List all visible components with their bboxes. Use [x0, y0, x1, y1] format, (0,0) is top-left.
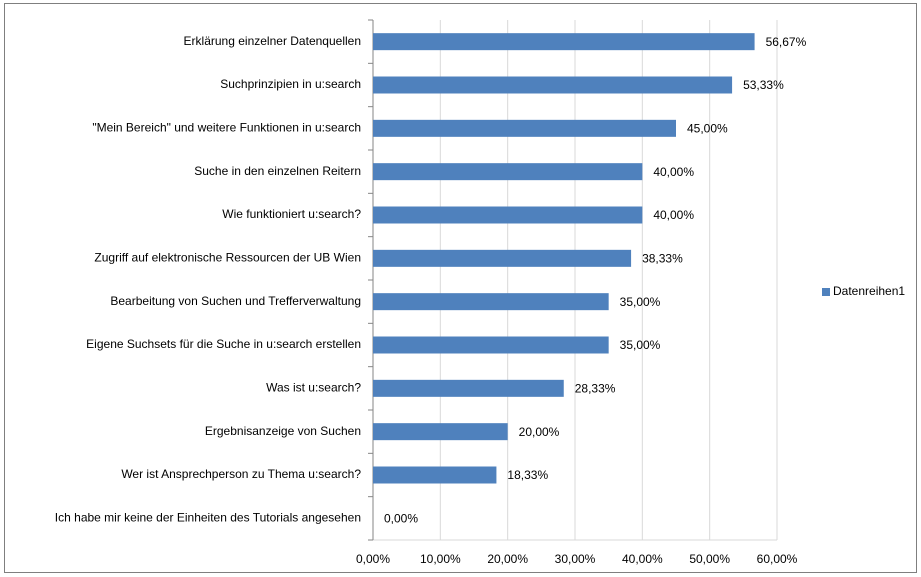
y-tick-label: Zugriff auf elektronische Ressourcen der… — [94, 251, 361, 265]
bar — [373, 163, 643, 181]
y-tick-label: Suchprinzipien in u:search — [220, 77, 361, 91]
y-tick-label: Was ist u:search? — [266, 381, 361, 395]
bar — [373, 119, 676, 137]
x-tick-label: 60,00% — [757, 552, 798, 566]
data-label: 56,67% — [766, 35, 807, 49]
bar — [373, 423, 508, 441]
y-tick-label: Eigene Suchsets für die Suche in u:searc… — [86, 337, 361, 351]
y-tick-label: Bearbeitung von Suchen und Trefferverwal… — [110, 294, 361, 308]
bar — [373, 336, 609, 354]
bar — [373, 466, 497, 484]
data-label: 18,33% — [507, 468, 548, 482]
x-tick-label: 40,00% — [622, 552, 663, 566]
legend-label: Datenreihen1 — [833, 284, 905, 298]
bar — [373, 379, 564, 397]
x-tick-label: 0,00% — [356, 552, 390, 566]
y-tick-label: Suche in den einzelnen Reitern — [194, 164, 361, 178]
bar — [373, 76, 733, 94]
y-tick-label: Ergebnisanzeige von Suchen — [205, 424, 361, 438]
x-tick-label: 10,00% — [420, 552, 461, 566]
data-label: 35,00% — [620, 295, 661, 309]
data-label: 40,00% — [653, 208, 694, 222]
data-label: 45,00% — [687, 122, 728, 136]
data-label: 20,00% — [519, 425, 560, 439]
y-tick-label: "Mein Bereich" und weitere Funktionen in… — [92, 121, 361, 135]
data-label: 38,33% — [642, 252, 683, 266]
y-tick-label: Wer ist Ansprechperson zu Thema u:search… — [121, 467, 361, 481]
x-tick-label: 30,00% — [555, 552, 596, 566]
bar — [373, 249, 632, 267]
data-label: 40,00% — [653, 165, 694, 179]
x-tick-label: 50,00% — [689, 552, 730, 566]
data-label: 28,33% — [575, 382, 616, 396]
bar — [373, 206, 643, 224]
y-tick-label: Ich habe mir keine der Einheiten des Tut… — [55, 511, 361, 525]
bar — [373, 33, 755, 51]
y-tick-label: Wie funktioniert u:search? — [222, 207, 361, 221]
data-label: 35,00% — [620, 338, 661, 352]
legend-swatch — [822, 288, 830, 296]
y-tick-label: Erklärung einzelner Datenquellen — [184, 34, 361, 48]
bar — [373, 293, 609, 311]
data-label: 53,33% — [743, 78, 784, 92]
data-label: 0,00% — [384, 512, 418, 526]
x-tick-label: 20,00% — [487, 552, 528, 566]
